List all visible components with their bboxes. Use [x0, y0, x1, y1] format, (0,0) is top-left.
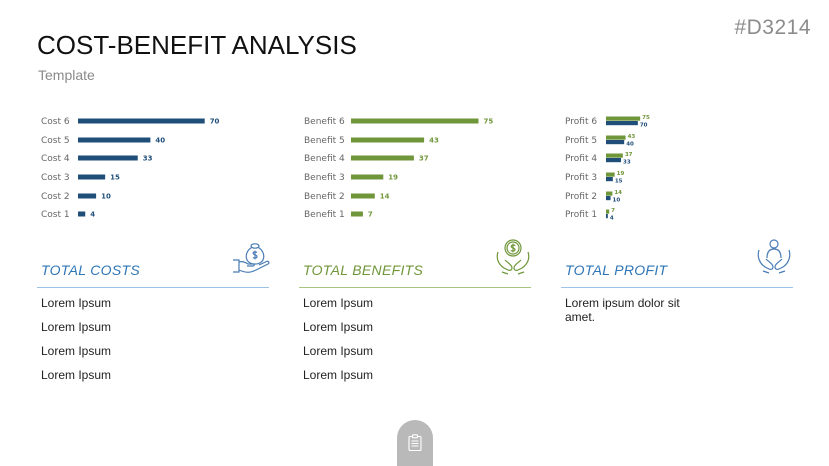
cost-bar [78, 137, 151, 143]
hand-money-bag-icon [233, 243, 270, 273]
profit-bar [606, 172, 615, 177]
benefit-bar [351, 174, 384, 180]
profit-value-label: 7 [611, 208, 615, 214]
benefit-bar [351, 118, 479, 124]
profit-value-label: 37 [625, 152, 633, 158]
profit-bar [606, 140, 625, 145]
list-item: Lorem Ipsum [303, 296, 374, 310]
profit-bar [606, 116, 641, 121]
benefit-category-label: Benefit 3 [304, 173, 345, 183]
profit-bar [606, 158, 622, 163]
list-item: Lorem Ipsum [41, 296, 112, 310]
benefit-category-label: Benefit 6 [304, 117, 345, 127]
total-costs-divider [37, 287, 269, 288]
benefit-value-label: 43 [429, 137, 439, 145]
benefits-list: Lorem Ipsum Lorem Ipsum Lorem Ipsum Lore… [303, 296, 373, 392]
profit-value-label: 70 [640, 123, 648, 129]
profit-bar [606, 135, 626, 140]
benefit-bar [351, 155, 414, 161]
profit-value-label: 75 [642, 115, 650, 121]
benefit-value-label: 7 [368, 211, 373, 219]
cost-category-label: Cost 4 [41, 154, 70, 164]
cost-bar [78, 174, 106, 180]
profit-value-label: 19 [617, 171, 625, 177]
cost-category-label: Cost 3 [41, 173, 70, 183]
benefit-category-label: Benefit 5 [304, 136, 345, 146]
cost-bar [78, 211, 86, 217]
list-item: Lorem Ipsum [41, 320, 112, 334]
total-costs-heading: TOTAL COSTS [41, 262, 140, 278]
benefit-category-label: Benefit 2 [304, 192, 345, 202]
profit-value-label: 10 [613, 198, 621, 204]
page-title: COST-BENEFIT ANALYSIS [37, 30, 357, 60]
profit-bar [606, 153, 623, 158]
benefit-value-label: 19 [388, 174, 398, 182]
profit-value-label: 33 [623, 160, 631, 166]
cost-category-label: Cost 1 [41, 210, 70, 220]
cost-bar [78, 155, 138, 161]
benefit-category-label: Benefit 4 [304, 154, 345, 164]
page-subtitle: Template [38, 67, 95, 83]
cost-bar [78, 118, 205, 124]
profit-value-label: 14 [614, 190, 622, 196]
profit-bar [606, 214, 608, 219]
profit-bar [606, 121, 638, 126]
profit-bar [606, 209, 610, 214]
cost-value-label: 10 [101, 193, 111, 201]
costs-list: Lorem Ipsum Lorem Ipsum Lorem Ipsum Lore… [41, 296, 111, 392]
profit-bar [606, 177, 613, 182]
benefit-value-label: 37 [419, 155, 429, 163]
profit-category-label: Profit 5 [565, 136, 597, 146]
cost-value-label: 33 [143, 155, 153, 163]
profit-value-label: 43 [628, 134, 636, 140]
total-profit-heading: TOTAL PROFIT [565, 262, 668, 278]
profit-value-label: 40 [626, 142, 634, 148]
profit-bar [606, 191, 613, 196]
total-benefits-heading: TOTAL BENEFITS [303, 262, 424, 278]
cost-category-label: Cost 5 [41, 136, 70, 146]
benefit-value-label: 14 [380, 193, 390, 201]
benefit-bar [351, 137, 425, 143]
slide-code: #D3214 [734, 16, 811, 39]
cost-value-label: 4 [90, 211, 95, 219]
list-item: Lorem Ipsum [303, 368, 374, 382]
list-item: Lorem Ipsum [41, 368, 112, 382]
cost-value-label: 70 [210, 118, 220, 126]
profit-category-label: Profit 4 [565, 154, 597, 164]
profit-category-label: Profit 3 [565, 173, 597, 183]
benefit-category-label: Benefit 1 [304, 210, 345, 220]
profit-category-label: Profit 6 [565, 117, 597, 127]
hands-person-icon [757, 239, 791, 274]
cost-category-label: Cost 6 [41, 117, 70, 127]
hands-coin-icon [496, 239, 530, 275]
list-item: Lorem Ipsum [41, 344, 112, 358]
profit-description: Lorem ipsum dolor sit amet. [565, 296, 680, 324]
profit-category-label: Profit 1 [565, 210, 597, 220]
profit-bar [606, 196, 611, 201]
profit-category-label: Profit 2 [565, 192, 597, 202]
cost-chart: Cost 6 70 Cost 5 40 Cost 4 33 Cost 3 15 Cost 2 10… [41, 117, 220, 220]
total-profit-divider [561, 287, 793, 288]
list-item: Lorem Ipsum [303, 320, 374, 334]
benefit-bar [351, 211, 363, 217]
profit-value-label: 4 [610, 216, 614, 222]
benefit-chart: Benefit 6 75 Benefit 5 43 Benefit 4 37 Benefit… [304, 117, 493, 220]
list-item: Lorem Ipsum [303, 344, 374, 358]
benefit-value-label: 75 [484, 118, 494, 126]
profit-chart: Profit 6 75 70 Profit 5 43 40 Profit 4 37 33 Prof… [565, 115, 650, 222]
footer-tab[interactable] [397, 420, 433, 466]
profit-value-label: 15 [615, 179, 623, 185]
cost-value-label: 15 [110, 174, 120, 182]
benefit-bar [351, 193, 375, 199]
clipboard-icon [408, 434, 422, 451]
cost-value-label: 40 [155, 137, 165, 145]
cost-category-label: Cost 2 [41, 192, 70, 202]
cost-bar [78, 193, 97, 199]
total-benefits-divider [299, 287, 531, 288]
